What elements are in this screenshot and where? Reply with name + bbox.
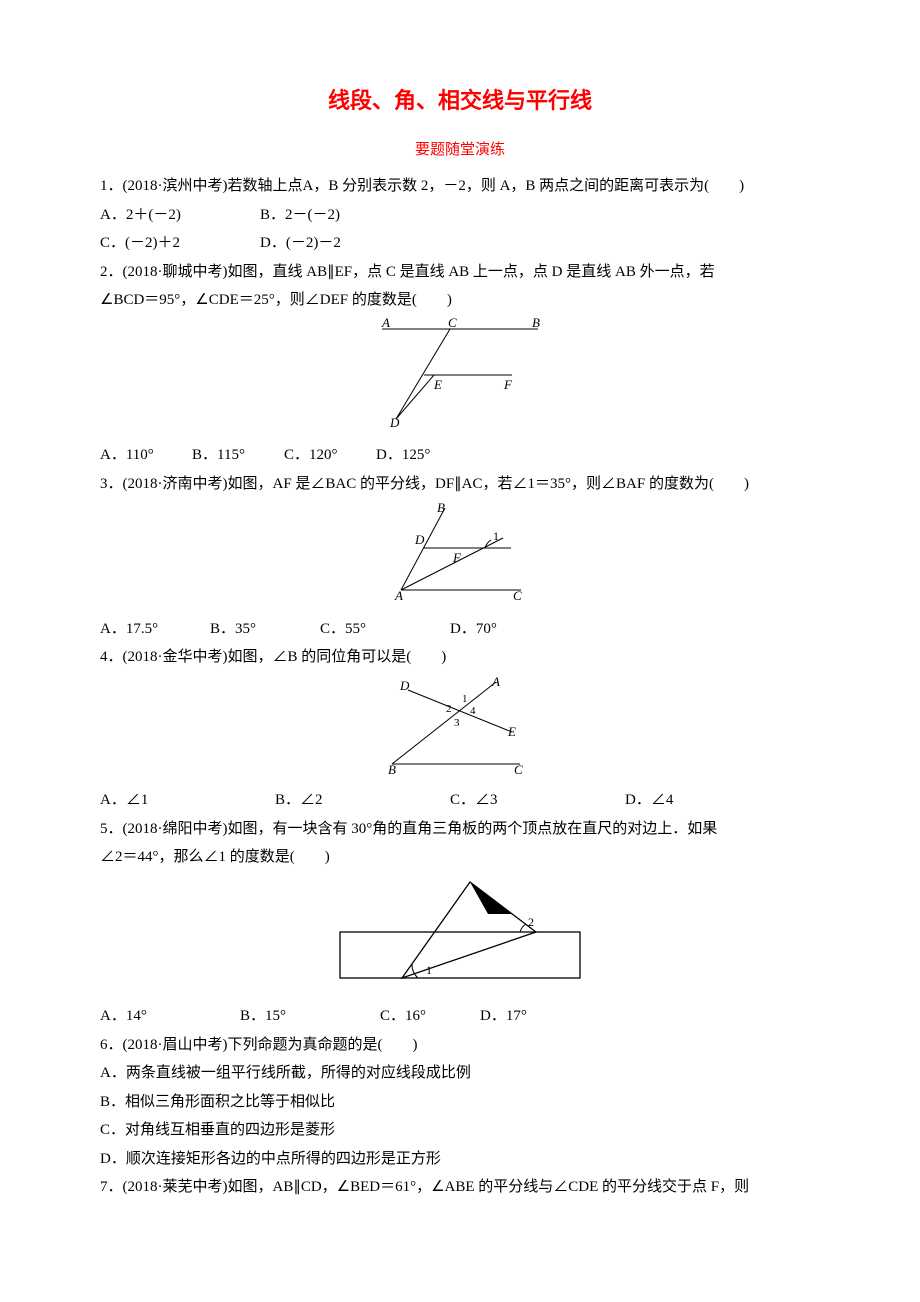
q4-opt-c: C．∠3 bbox=[450, 786, 625, 815]
q2-stem-line1: 2．(2018·聊城中考)如图，直线 AB∥EF，点 C 是直线 AB 上一点，… bbox=[100, 258, 820, 287]
q3-opt-d: D．70° bbox=[450, 615, 497, 644]
q4-opt-a: A．∠1 bbox=[100, 786, 275, 815]
q2-label-c: C bbox=[448, 317, 457, 330]
page-title: 线段、角、相交线与平行线 bbox=[100, 80, 820, 122]
q5-options: A．14° B．15° C．16° D．17° bbox=[100, 1002, 820, 1031]
q6-opt-d: D．顺次连接矩形各边的中点所得的四边形是正方形 bbox=[100, 1145, 820, 1174]
q4-label-3: 3 bbox=[454, 717, 460, 729]
q3-label-b: B bbox=[437, 500, 445, 515]
q1-opt-b: B．2－(－2) bbox=[260, 201, 420, 230]
q5-stem-line1: 5．(2018·绵阳中考)如图，有一块含有 30°角的直角三角板的两个顶点放在直… bbox=[100, 815, 820, 844]
q2-label-e: E bbox=[433, 377, 442, 392]
q2-label-d: D bbox=[389, 415, 400, 429]
q5-opt-c: C．16° bbox=[380, 1002, 480, 1031]
q1-options-row2: C．(－2)＋2 D．(－2)－2 bbox=[100, 229, 820, 258]
q4-label-e: E bbox=[507, 724, 516, 739]
q5-opt-d: D．17° bbox=[480, 1002, 527, 1031]
q2-stem-line2: ∠BCD＝95°，∠CDE＝25°，则∠DEF 的度数是( ) bbox=[100, 286, 820, 315]
q2-figure: A C B E F D bbox=[100, 317, 820, 440]
q2-opt-d: D．125° bbox=[376, 441, 468, 470]
q3-label-c: C bbox=[513, 588, 522, 602]
q3-stem: 3．(2018·济南中考)如图，AF 是∠BAC 的平分线，DF∥AC，若∠1＝… bbox=[100, 470, 820, 499]
page-subtitle: 要题随堂演练 bbox=[100, 136, 820, 165]
q2-figure-svg: A C B E F D bbox=[372, 317, 548, 429]
q6-opt-b: B．相似三角形面积之比等于相似比 bbox=[100, 1088, 820, 1117]
q3-label-d: D bbox=[414, 532, 425, 547]
q1-stem: 1．(2018·滨州中考)若数轴上点A，B 分别表示数 2，－2，则 A，B 两… bbox=[100, 172, 820, 201]
q3-label-1: 1 bbox=[493, 529, 499, 543]
q4-label-a: A bbox=[491, 674, 500, 689]
q3-figure-svg: B D F 1 A C bbox=[385, 500, 535, 602]
q3-label-f: F bbox=[452, 550, 462, 565]
q2-opt-a: A．110° bbox=[100, 441, 192, 470]
q7-stem: 7．(2018·莱芜中考)如图，AB∥CD，∠BED＝61°，∠ABE 的平分线… bbox=[100, 1173, 820, 1202]
q5-label-1: 1 bbox=[426, 963, 432, 977]
q4-label-d: D bbox=[399, 678, 410, 693]
q4-label-4: 4 bbox=[470, 705, 476, 717]
q3-opt-c: C．55° bbox=[320, 615, 450, 644]
q2-opt-c: C．120° bbox=[284, 441, 376, 470]
q5-label-2: 2 bbox=[528, 915, 534, 929]
q6-stem: 6．(2018·眉山中考)下列命题为真命题的是( ) bbox=[100, 1031, 820, 1060]
q4-opt-d: D．∠4 bbox=[625, 786, 800, 815]
q4-label-2: 2 bbox=[446, 703, 452, 715]
q1-options-row1: A．2＋(－2) B．2－(－2) bbox=[100, 201, 820, 230]
q5-figure-svg: 2 1 bbox=[330, 874, 590, 990]
q5-figure: 2 1 bbox=[100, 874, 820, 1001]
q3-options: A．17.5° B．35° C．55° D．70° bbox=[100, 615, 820, 644]
q3-figure: B D F 1 A C bbox=[100, 500, 820, 613]
q1-opt-a: A．2＋(－2) bbox=[100, 201, 260, 230]
q2-label-b: B bbox=[532, 317, 540, 330]
q5-opt-b: B．15° bbox=[240, 1002, 380, 1031]
q3-opt-b: B．35° bbox=[210, 615, 320, 644]
q1-opt-d: D．(－2)－2 bbox=[260, 229, 420, 258]
q2-label-a: A bbox=[381, 317, 390, 330]
q2-opt-b: B．115° bbox=[192, 441, 284, 470]
q4-label-b: B bbox=[388, 762, 396, 774]
q4-options: A．∠1 B．∠2 C．∠3 D．∠4 bbox=[100, 786, 820, 815]
q4-figure-svg: A D E B C 1 2 3 4 bbox=[380, 674, 540, 774]
q5-stem-line2: ∠2＝44°，那么∠1 的度数是( ) bbox=[100, 843, 820, 872]
q3-opt-a: A．17.5° bbox=[100, 615, 210, 644]
q1-opt-c: C．(－2)＋2 bbox=[100, 229, 260, 258]
q2-label-f: F bbox=[503, 377, 513, 392]
q5-opt-a: A．14° bbox=[100, 1002, 240, 1031]
q6-opt-a: A．两条直线被一组平行线所截，所得的对应线段成比例 bbox=[100, 1059, 820, 1088]
q4-label-1: 1 bbox=[462, 693, 468, 705]
q4-label-c: C bbox=[514, 762, 523, 774]
q4-figure: A D E B C 1 2 3 4 bbox=[100, 674, 820, 785]
q3-label-a: A bbox=[394, 588, 403, 602]
q4-stem: 4．(2018·金华中考)如图，∠B 的同位角可以是( ) bbox=[100, 643, 820, 672]
q6-opt-c: C．对角线互相垂直的四边形是菱形 bbox=[100, 1116, 820, 1145]
q2-options: A．110° B．115° C．120° D．125° bbox=[100, 441, 820, 470]
q4-opt-b: B．∠2 bbox=[275, 786, 450, 815]
